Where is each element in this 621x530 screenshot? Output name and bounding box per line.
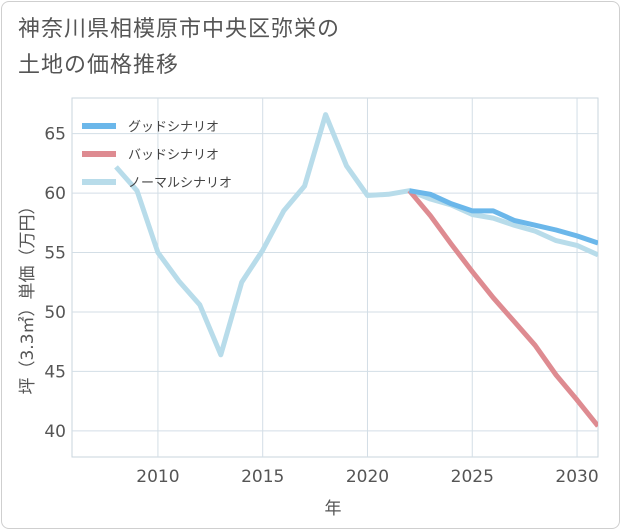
y-tick-label: 40: [44, 422, 66, 442]
chart-title-line-2: 土地の価格推移: [18, 53, 180, 78]
chart-title: 神奈川県相模原市中央区弥栄の 土地の価格推移: [18, 12, 340, 84]
y-axis-ticks: 40 45 50 55 60 65: [44, 125, 66, 442]
y-tick-label: 50: [44, 303, 66, 323]
series-lines: [114, 112, 598, 428]
legend-label-2: ノーマルシナリオ: [128, 176, 232, 191]
y-tick-label: 60: [44, 184, 66, 204]
y-tick-label: 55: [44, 244, 66, 264]
x-tick-label: 2015: [241, 467, 284, 487]
x-axis-label: 年: [325, 499, 342, 519]
x-axis-ticks: 2010 2015 2020 2025 2030: [136, 467, 598, 487]
x-tick-label: 2030: [555, 467, 598, 487]
y-tick-label: 65: [44, 125, 66, 145]
chart-title-line-1: 神奈川県相模原市中央区弥栄の: [18, 17, 341, 42]
legend-label-0: グッドシナリオ: [128, 120, 219, 135]
series-line-2: [114, 112, 598, 358]
y-axis-label: 坪（3.3㎡）単価（万円）: [18, 197, 38, 394]
x-tick-label: 2010: [136, 467, 179, 487]
plot-area: [71, 97, 599, 458]
x-tick-label: 2025: [451, 467, 494, 487]
legend-label-1: バッドシナリオ: [128, 148, 219, 163]
x-tick-label: 2020: [346, 467, 389, 487]
y-tick-label: 45: [44, 362, 66, 382]
series-line-1: [407, 189, 598, 428]
series-line-0: [408, 188, 598, 246]
